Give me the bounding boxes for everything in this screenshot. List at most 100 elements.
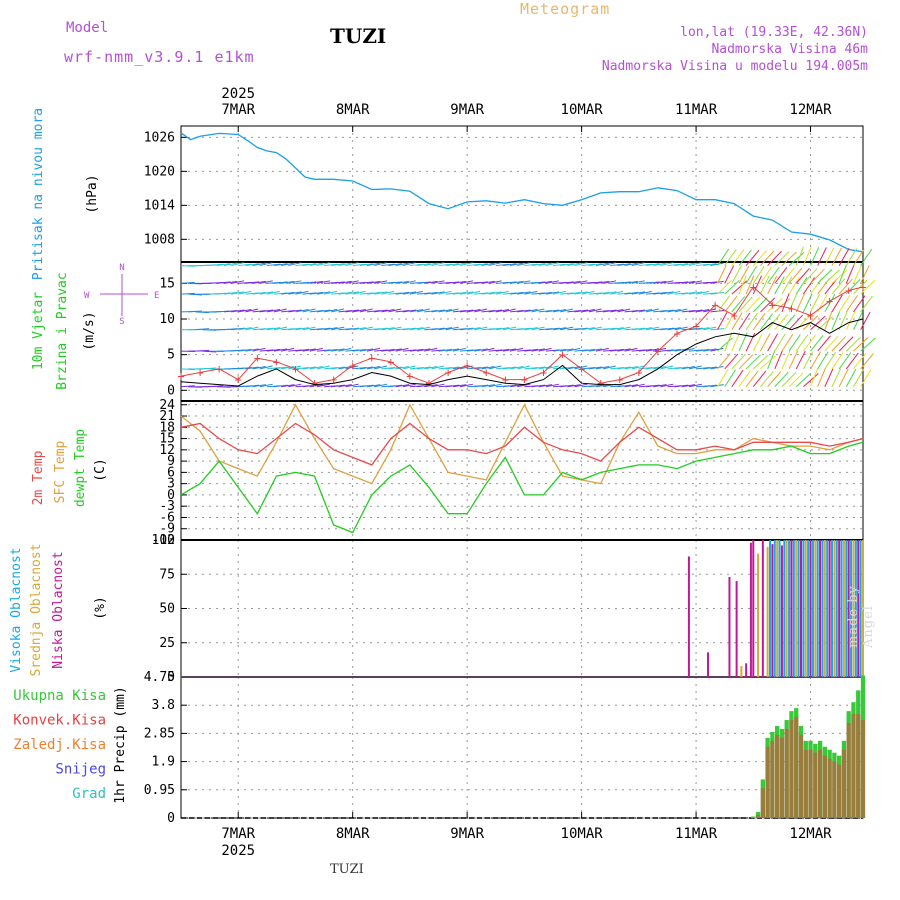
model-label: Model xyxy=(66,20,109,36)
precip-total-bar xyxy=(751,816,756,818)
low-cloud-bar xyxy=(780,545,783,677)
high-cloud-bar xyxy=(845,540,848,677)
gust-marker: + xyxy=(502,373,509,387)
gust-marker: + xyxy=(769,298,776,312)
elevation-info: Nadmorska Visina 46m xyxy=(711,42,868,57)
gust-marker: + xyxy=(635,365,642,379)
y-tick-label: 15 xyxy=(159,276,175,291)
model-elevation-info: Nadmorska Visina u modelu 194.005m xyxy=(601,59,868,74)
precip-convective-bar xyxy=(822,755,827,818)
low-cloud-bar xyxy=(687,556,690,677)
gust-marker: + xyxy=(616,373,623,387)
precip-convective-bar xyxy=(808,749,813,818)
model-name: wrf-nmm_v3.9.1 e1km xyxy=(64,48,255,66)
gust-marker: + xyxy=(845,284,852,298)
gust-marker: + xyxy=(196,365,203,379)
dewpt-line xyxy=(180,441,864,534)
gust-marker: + xyxy=(826,294,833,308)
y-tick-label: 12 xyxy=(159,443,175,458)
precip-convective-bar xyxy=(798,734,804,818)
gust-marker: + xyxy=(578,362,585,376)
y-tick-label: 10 xyxy=(159,312,175,327)
high-cloud-bar xyxy=(807,540,810,677)
precip-legend-item: Snijeg xyxy=(55,762,106,778)
precip-legend-item: Zaledj.Kisa xyxy=(13,737,106,753)
y-tick-label: 75 xyxy=(159,567,175,582)
low-cloud-bar xyxy=(735,581,738,677)
mid-cloud-bar xyxy=(766,546,769,677)
x-tick-label-top: 12MAR xyxy=(789,102,832,118)
y-tick-label: 100 xyxy=(152,533,175,548)
gust-marker: + xyxy=(483,365,490,379)
gust-line xyxy=(180,286,864,384)
gust-marker: + xyxy=(692,319,699,333)
precip-legend-item: Konvek.Kisa xyxy=(13,713,106,729)
mid-cloud-bar xyxy=(804,540,807,677)
low-cloud-bar xyxy=(828,540,831,677)
mid-cloud-bar xyxy=(814,540,817,677)
gust-marker: + xyxy=(859,280,866,294)
gust-marker: + xyxy=(254,351,261,365)
gust-marker: + xyxy=(597,376,604,390)
y-tick-label: 0 xyxy=(167,488,175,503)
gust-marker: + xyxy=(464,358,471,372)
precip-convective-bar xyxy=(784,728,789,818)
x-tick-label-top: 9MAR xyxy=(450,102,484,118)
low-cloud-label: Niska Oblacnost xyxy=(51,551,66,668)
high-cloud-bar xyxy=(811,540,814,677)
gust-marker: + xyxy=(444,365,451,379)
y-tick-label: 0.95 xyxy=(144,783,175,798)
sfc-temp-label: SFC Temp xyxy=(53,441,68,504)
product-title: Meteogram xyxy=(520,0,611,18)
x-tick-label-bottom: 10MAR xyxy=(561,826,604,842)
station-title: TUZI xyxy=(330,24,387,48)
gust-marker: + xyxy=(311,376,318,390)
y-tick-label: 3 xyxy=(167,477,175,492)
x-tick-label-bottom: 11MAR xyxy=(675,826,718,842)
gust-marker: + xyxy=(425,376,432,390)
precip-convective-bar xyxy=(856,714,861,818)
mid-cloud-bar xyxy=(842,540,845,677)
mid-cloud-bar xyxy=(823,540,826,677)
high-cloud-bar xyxy=(792,540,795,677)
y-tick-label: 24 xyxy=(159,398,175,413)
high-cloud-bar xyxy=(831,540,833,677)
precip-convective-bar xyxy=(841,749,847,818)
mid-cloud-bar xyxy=(757,553,760,677)
x-tick-label-top: 8MAR xyxy=(336,102,370,118)
high-cloud-bar xyxy=(826,540,829,677)
precip-convective-bar xyxy=(794,717,799,818)
compass-south: S xyxy=(119,317,124,327)
high-cloud-bar xyxy=(840,540,843,677)
mid-cloud-bar xyxy=(740,666,743,677)
high-cloud-bar xyxy=(821,540,824,677)
gust-marker: + xyxy=(750,280,757,294)
gust-marker: + xyxy=(387,355,394,369)
temp2m-label: 2m Temp xyxy=(31,450,46,505)
gust-marker: + xyxy=(673,326,680,340)
y-tick-label: 25 xyxy=(159,636,175,651)
low-cloud-bar xyxy=(790,540,793,677)
low-cloud-bar xyxy=(800,540,802,677)
pressure-line xyxy=(180,132,864,253)
high-cloud-bar xyxy=(854,540,857,677)
gust-marker: + xyxy=(521,373,528,387)
precip-convective-bar xyxy=(770,740,775,818)
x-tick-label-bottom: 12MAR xyxy=(789,826,832,842)
mid-cloud-bar xyxy=(785,540,788,677)
panel-frame xyxy=(180,539,864,678)
y-tick-label: 4.75 xyxy=(144,670,175,685)
y-tick-label: -12 xyxy=(152,533,175,548)
gust-marker: + xyxy=(368,351,375,365)
y-tick-label: 21 xyxy=(159,409,175,424)
y-tick-label: -3 xyxy=(159,499,175,514)
gust-marker: + xyxy=(177,369,184,383)
lonlat-info: lon,lat (19.33E, 42.36N) xyxy=(680,25,868,40)
high-cloud-bar xyxy=(802,540,805,677)
y-tick-label: 1026 xyxy=(144,130,175,145)
low-cloud-bar xyxy=(819,540,822,677)
temp-unit: (C) xyxy=(93,458,108,481)
mid-cloud-bar xyxy=(833,540,836,677)
credit-text: made by Angel xyxy=(846,585,876,648)
t2m-line xyxy=(180,422,864,466)
